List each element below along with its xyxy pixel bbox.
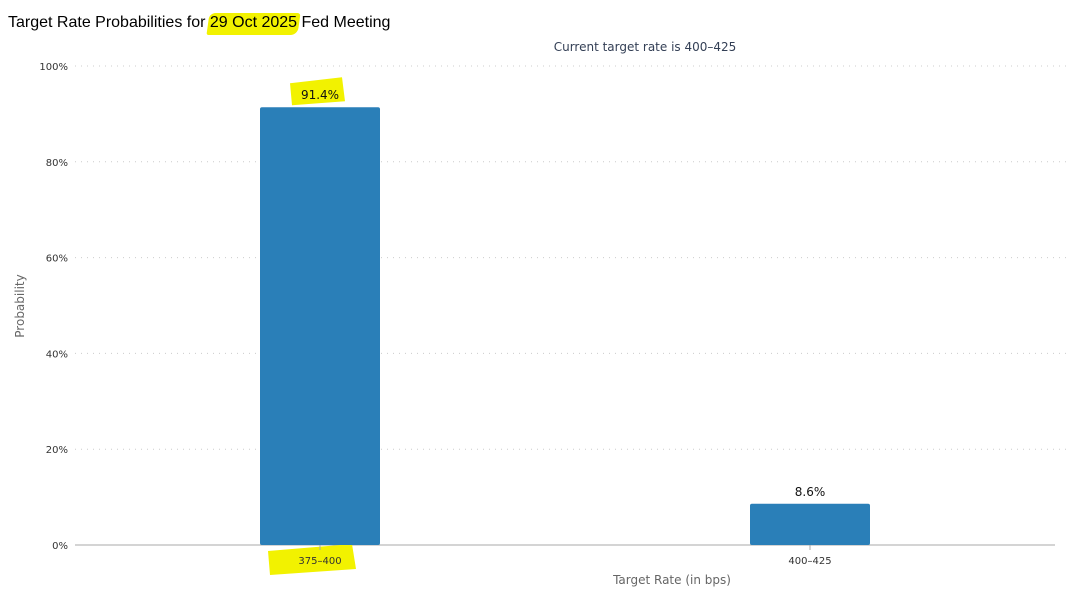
highlight-markers — [268, 77, 356, 575]
x-axis-ticks: 375–400 400–425 — [298, 545, 832, 567]
x-tick-label: 400–425 — [788, 556, 831, 567]
bar-400–425[interactable] — [750, 503, 870, 545]
title-date: 29 Oct 2025 — [209, 14, 298, 31]
title-suffix: Fed Meeting — [297, 14, 391, 31]
grid-lines — [75, 65, 1070, 450]
y-tick-label: 40% — [46, 349, 68, 360]
title-prefix: Target Rate Probabilities for — [8, 14, 210, 31]
bar-value-label: 8.6% — [795, 485, 826, 499]
page-title: Target Rate Probabilities for 29 Oct 202… — [8, 12, 390, 34]
value-label-highlight — [290, 77, 345, 106]
y-axis-ticks: 0% 20% 40% 60% 80% 100% — [39, 62, 68, 552]
y-axis-title: Probability — [13, 274, 27, 337]
bar-labels: 91.4% 8.6% — [301, 88, 825, 499]
chart-subtitle: Current target rate is 400–425 — [554, 40, 737, 54]
category-label-highlight — [268, 544, 356, 575]
y-tick-label: 60% — [46, 254, 68, 265]
title-date-highlight: 29 Oct 2025 — [210, 12, 297, 34]
bar-375–400[interactable] — [260, 107, 380, 545]
x-tick-label: 375–400 — [298, 556, 341, 567]
bar-value-label: 91.4% — [301, 88, 339, 102]
y-tick-label: 100% — [39, 62, 68, 73]
y-tick-label: 80% — [46, 158, 68, 169]
y-tick-label: 0% — [52, 541, 68, 552]
bars — [260, 107, 870, 545]
y-tick-label: 20% — [46, 445, 68, 456]
x-axis-title: Target Rate (in bps) — [612, 573, 731, 587]
